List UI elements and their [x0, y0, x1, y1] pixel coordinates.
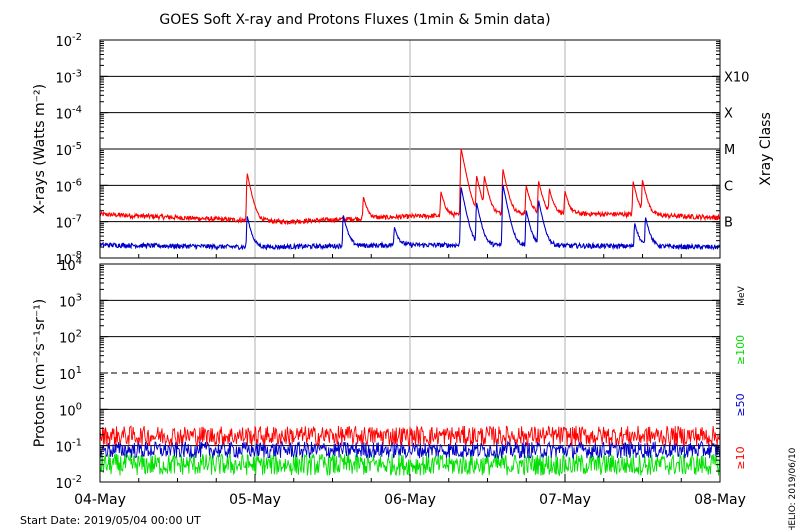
credit-label: HELIO: 2019/06/10	[788, 447, 798, 530]
proton-y-tick-label: 104	[59, 256, 82, 274]
xray-class-label: M	[724, 143, 735, 158]
xray-class-label: B	[724, 216, 733, 231]
proton-series-group	[99, 425, 721, 477]
proton-legend-label: ≥50	[734, 393, 747, 416]
proton-y-tick-label: 10-2	[55, 474, 82, 492]
x-tick-label: 06-May	[384, 492, 436, 508]
proton-series-line	[99, 425, 721, 447]
xray-series-group	[99, 148, 721, 251]
proton-y-axis-label: Protons (cm⁻²s⁻¹sr⁻¹)	[32, 299, 48, 448]
proton-legend-label: ≥100	[734, 335, 747, 365]
proton-y-tick-label: 103	[59, 292, 82, 310]
x-tick-label: 08-May	[694, 492, 746, 508]
xray-y-axis-label: X-rays (Watts m⁻²)	[32, 84, 48, 214]
chart-title: GOES Soft X-ray and Protons Fluxes (1min…	[159, 12, 550, 28]
xray-y-tick-label: 10-4	[55, 105, 82, 123]
proton-energy-unit: MeV	[737, 285, 747, 305]
xray-y-tick-label: 10-6	[55, 177, 82, 195]
proton-energy-legend: ≥10 ≥50 ≥100 MeV	[734, 285, 747, 469]
xray-class-axis-label: Xray Class	[758, 112, 774, 186]
start-date-label: Start Date: 2019/05/04 00:00 UT	[20, 514, 201, 527]
xray-gridlines	[100, 40, 720, 258]
proton-y-tick-label: 102	[59, 329, 82, 347]
xray-series-line	[99, 184, 721, 251]
xray-class-label: X10	[724, 70, 749, 85]
xray-y-tick-label: 10-2	[55, 32, 82, 50]
proton-y-tick-label: 100	[59, 401, 82, 419]
xray-y-tick-label: 10-8	[55, 250, 82, 268]
x-tick-label: 04-May	[74, 492, 126, 508]
proton-legend-label: ≥10	[734, 446, 747, 469]
xray-y-ticks: 10-2 10-3 10-4 10-5 10-6 10-7 10-8	[55, 32, 720, 268]
xray-class-labels: X10 X M C B	[724, 70, 749, 230]
proton-y-ticks: 104 103 102 101 100 10-1 10-2	[55, 256, 720, 492]
x-tick-label: 07-May	[539, 492, 591, 508]
x-axis-day-ticks: 04-May 05-May 06-May 07-May 08-May	[74, 254, 746, 508]
proton-panel: 104 103 102 101 100 10-1 10-2 ≥10 ≥50 ≥100 MeV Pr…	[32, 256, 747, 492]
xray-y-tick-label: 10-5	[55, 141, 82, 159]
xray-panel: 10-2 10-3 10-4 10-5 10-6 10-7 10-8 X10 X M C B X-r…	[32, 32, 774, 268]
proton-y-tick-label: 101	[59, 365, 82, 383]
proton-gridlines	[100, 264, 720, 482]
xray-class-label: C	[724, 179, 733, 194]
proton-y-tick-label: 10-1	[55, 438, 82, 456]
xray-y-tick-label: 10-7	[55, 214, 82, 232]
proton-series-line	[99, 452, 721, 477]
xray-y-tick-label: 10-3	[55, 68, 82, 86]
xray-series-line	[99, 148, 721, 226]
x-tick-label: 05-May	[229, 492, 281, 508]
xray-class-label: X	[724, 107, 733, 122]
